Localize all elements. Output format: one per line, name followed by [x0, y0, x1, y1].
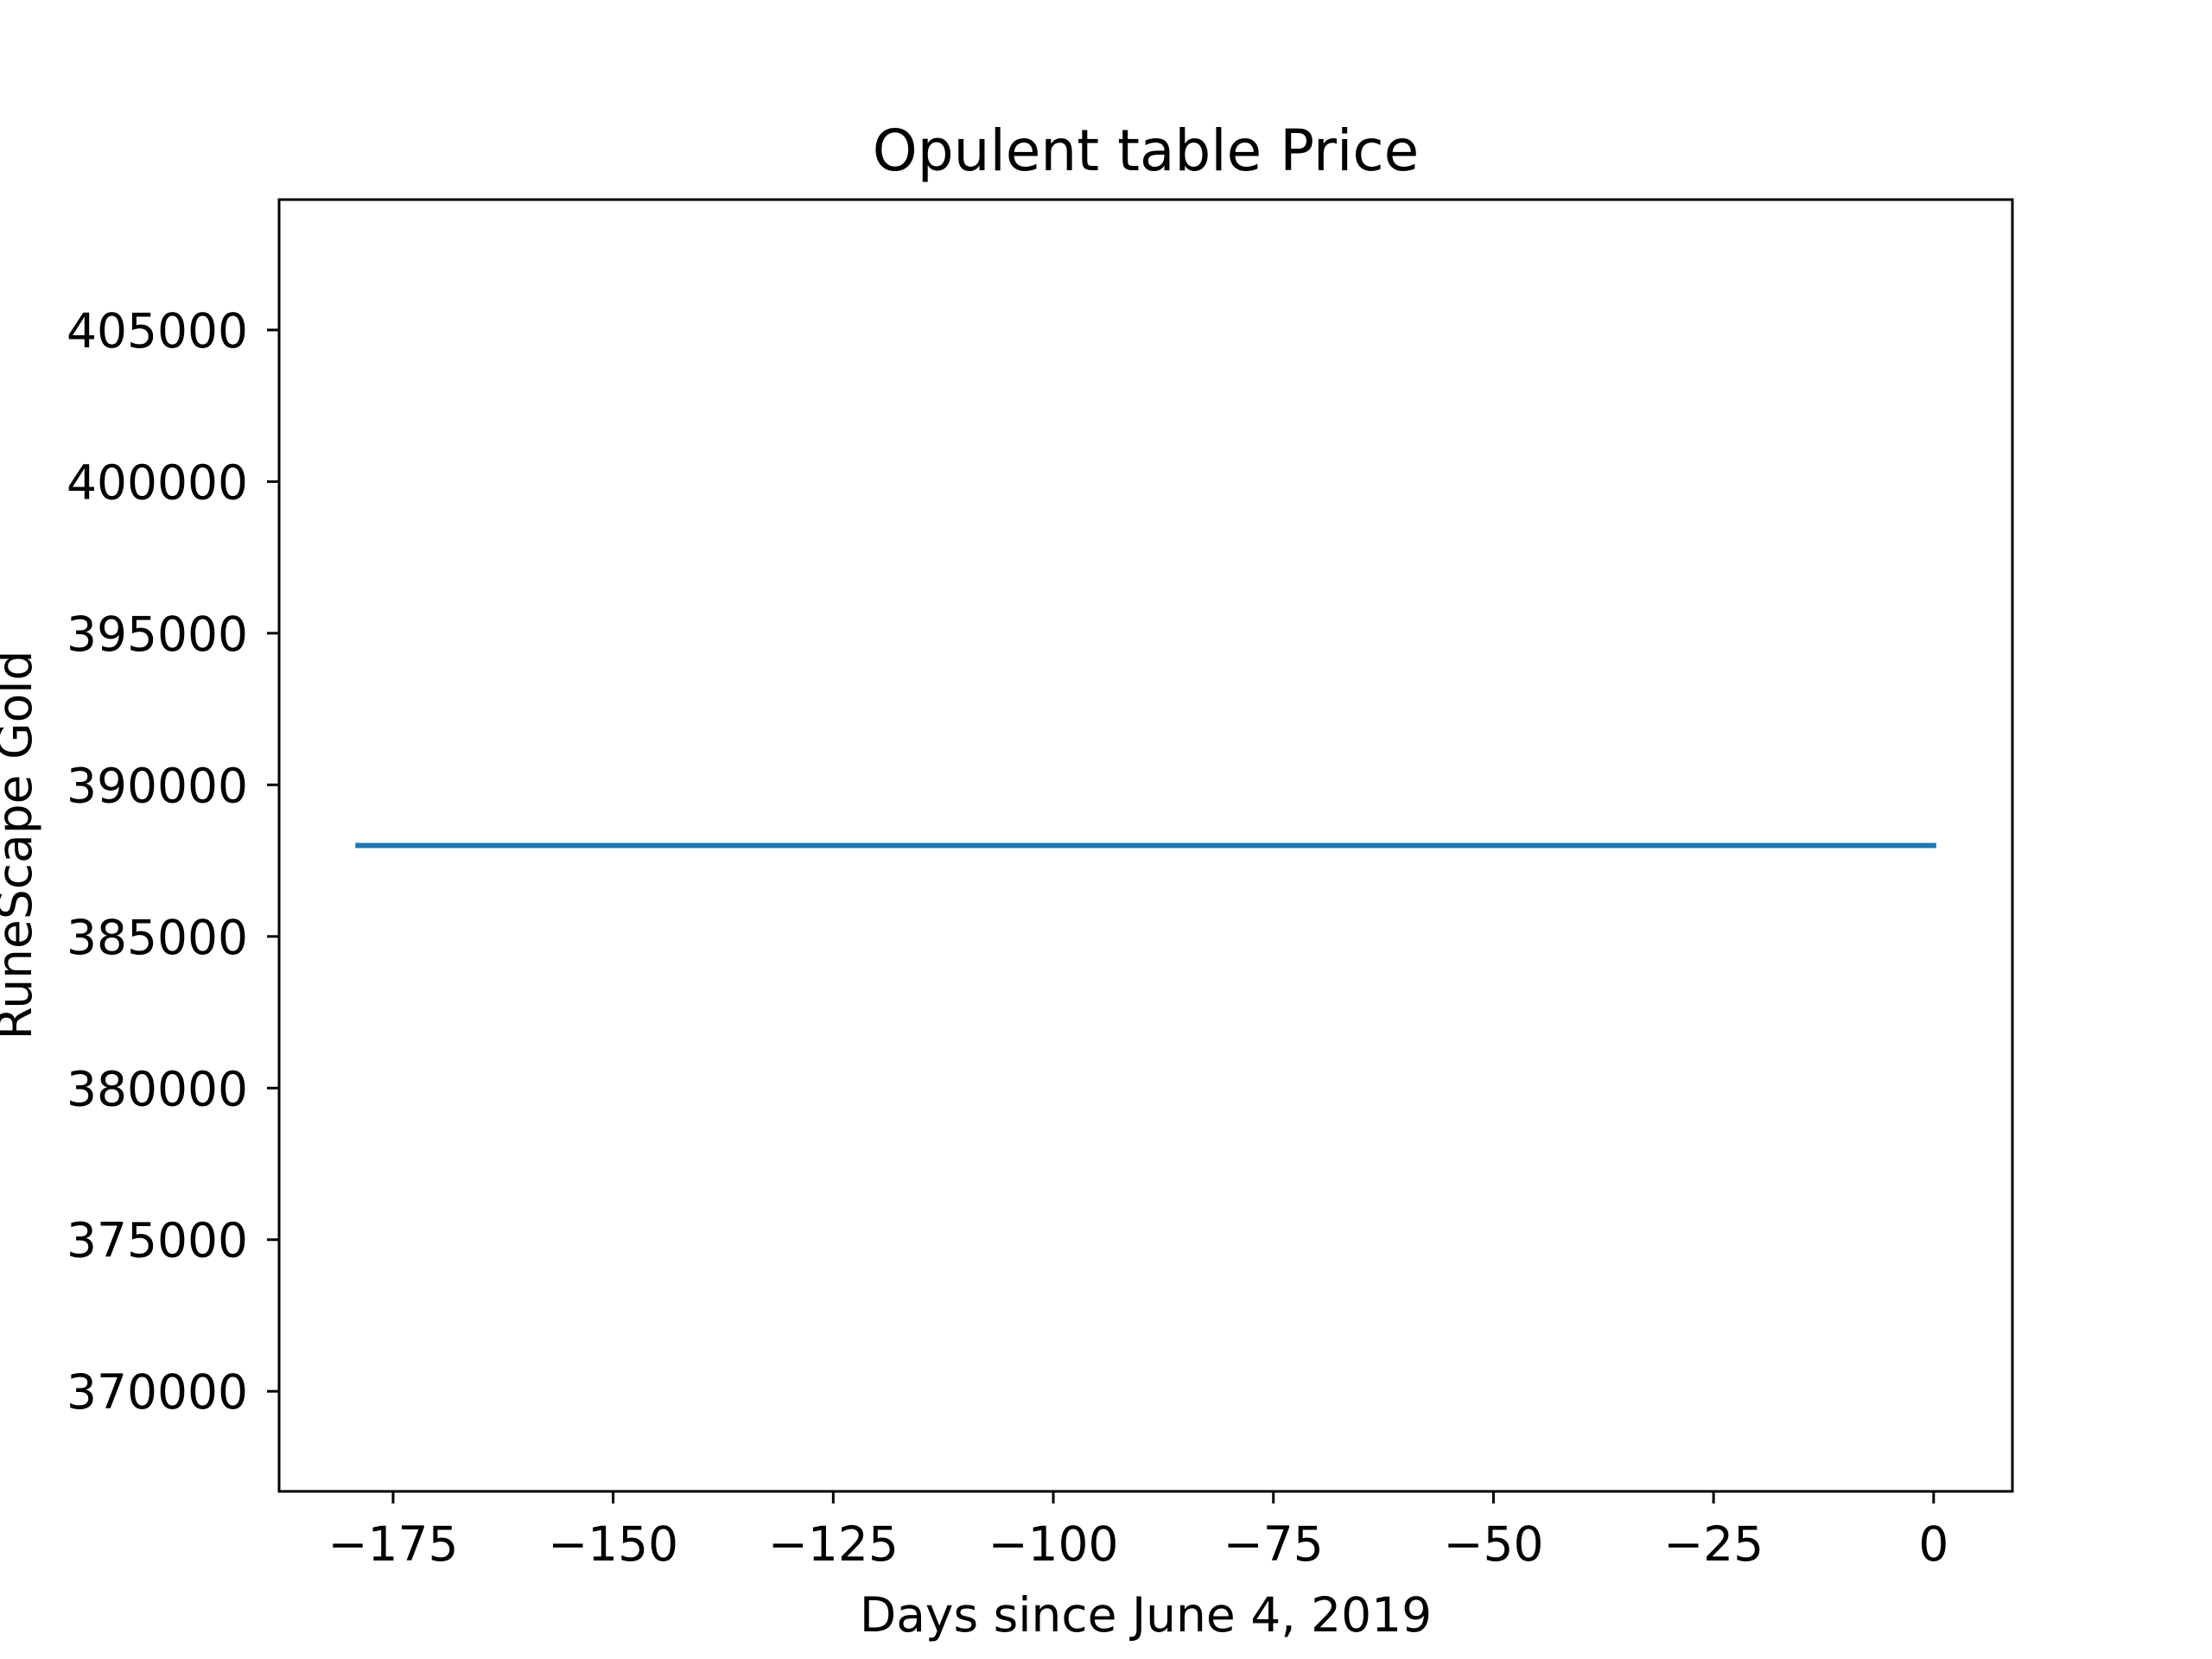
x-axis-label: Days since June 4, 2019 — [860, 1587, 1432, 1643]
y-tick-label: 400000 — [67, 454, 248, 510]
y-tick-label: 395000 — [67, 607, 248, 662]
axes-frame — [277, 198, 2014, 1493]
x-tick-label: −150 — [548, 1516, 678, 1572]
y-tick-label: 385000 — [67, 910, 248, 965]
y-tick-label: 380000 — [67, 1061, 248, 1116]
x-axis: −175 −150 −125 −100 −75 −50 −25 0 — [327, 1491, 1948, 1572]
x-tick-label: 0 — [1918, 1516, 1948, 1572]
x-tick-label: −100 — [988, 1516, 1118, 1572]
chart-title: Opulent table Price — [873, 118, 1419, 184]
x-tick-label: −25 — [1663, 1516, 1764, 1572]
y-tick-label: 375000 — [67, 1213, 248, 1268]
y-axis-label: RuneScape Gold — [0, 651, 42, 1040]
y-axis: 370000 375000 380000 385000 390000 395000 4000… — [67, 303, 279, 1420]
x-tick-label: −125 — [768, 1516, 899, 1572]
y-tick-label: 370000 — [67, 1364, 248, 1420]
x-tick-label: −175 — [327, 1516, 458, 1572]
y-tick-label: 405000 — [67, 303, 248, 359]
y-tick-label: 390000 — [67, 758, 248, 813]
x-tick-label: −50 — [1443, 1516, 1543, 1572]
x-tick-label: −75 — [1224, 1516, 1324, 1572]
